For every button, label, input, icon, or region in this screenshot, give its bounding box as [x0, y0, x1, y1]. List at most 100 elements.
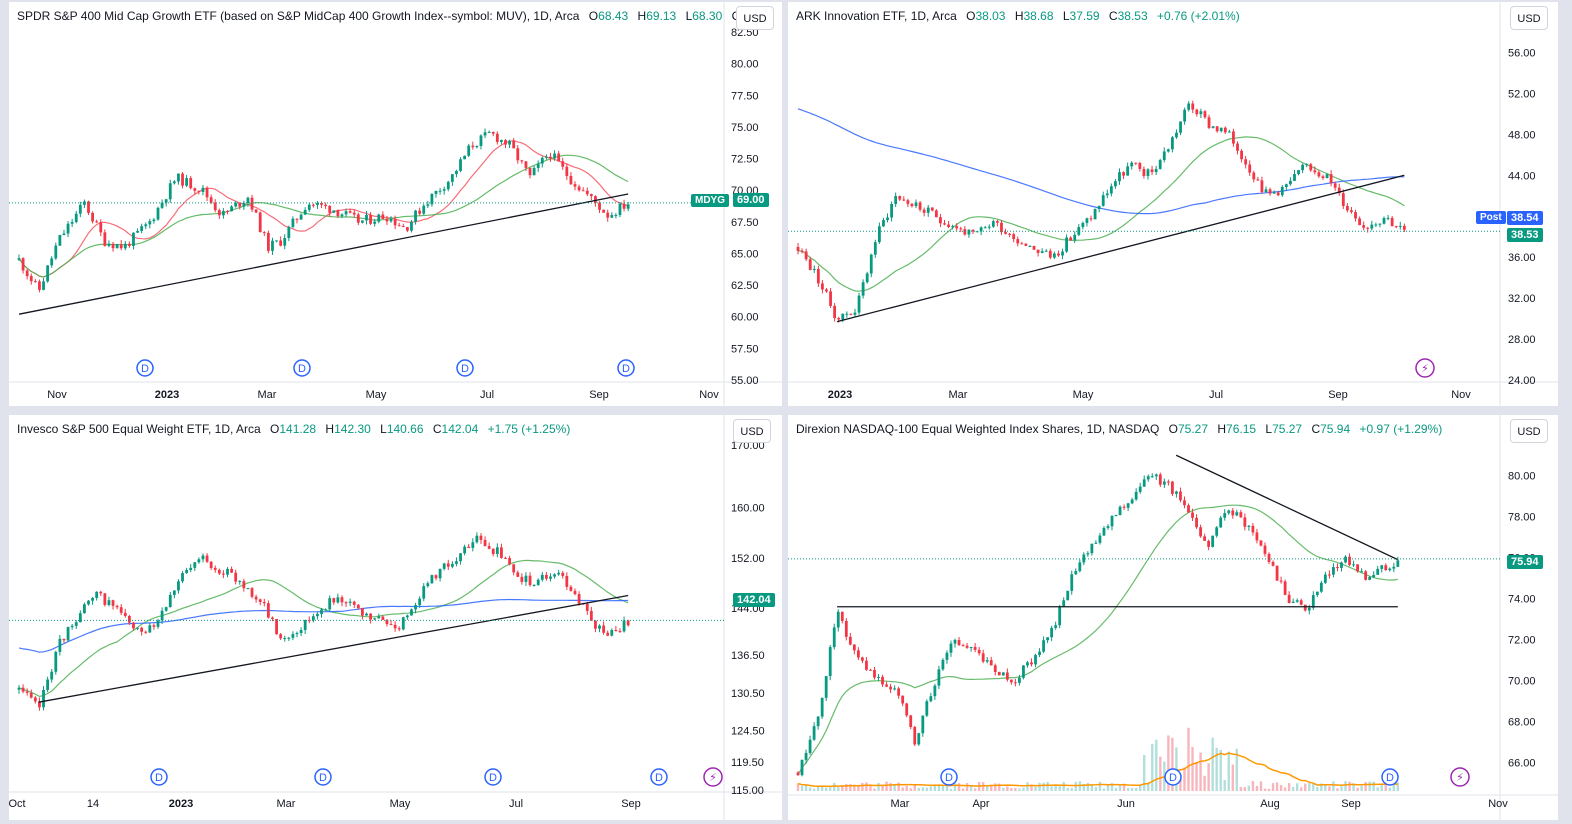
candle-body: [1162, 481, 1166, 485]
candle-body: [475, 535, 479, 543]
candle-body: [602, 209, 606, 213]
candle-body: [1105, 193, 1109, 196]
candle-body: [983, 227, 987, 229]
candle-body: [1126, 503, 1130, 508]
candle-body: [1340, 562, 1343, 568]
candle-body: [1264, 189, 1268, 193]
candle-body: [1276, 192, 1280, 196]
candle-body: [804, 752, 808, 760]
currency-button[interactable]: USD: [1510, 419, 1548, 443]
currency-button[interactable]: USD: [733, 419, 771, 443]
moving-average-line: [18, 559, 629, 698]
candle-body: [242, 581, 246, 589]
volume-bar: [1215, 747, 1218, 791]
candle-body: [1398, 225, 1402, 227]
candle-body: [532, 167, 536, 176]
candle-body: [953, 639, 957, 644]
candle-body: [1396, 560, 1400, 567]
candle-body: [1275, 565, 1279, 581]
chart-arkk[interactable]: 24.0028.0032.0036.0040.0044.0048.0052.00…: [788, 2, 1558, 406]
candle-body: [1170, 137, 1174, 150]
volume-bar: [1239, 787, 1243, 791]
chart-mdyg[interactable]: 55.0057.5060.0062.5065.0067.5070.0072.50…: [9, 2, 782, 406]
chart-panel-mdyg[interactable]: 55.00 57.50 60.00 62.50 65.00 67.50 70.00 72.50…: [9, 2, 782, 406]
y-tick-label: 136.50: [731, 650, 765, 662]
candle-body: [1235, 512, 1239, 516]
candle-body: [266, 603, 270, 618]
y-tick-label: 32.00: [1508, 293, 1536, 305]
candle-body: [164, 607, 168, 611]
chart-qqqe[interactable]: 66.0068.0070.0072.0074.0076.0078.0080.00…: [788, 415, 1558, 820]
candle-body: [1150, 476, 1154, 478]
post-badge: Post: [1476, 211, 1506, 224]
chart-rsp[interactable]: 115.00119.50124.50130.50136.50144.00152.…: [9, 415, 782, 820]
candle-body: [925, 701, 929, 716]
candle-body: [808, 259, 812, 271]
candle-body: [1028, 245, 1032, 247]
candle-body: [1069, 237, 1073, 241]
candle-body: [832, 627, 836, 648]
candle-body: [340, 597, 344, 603]
volume-bar: [1090, 785, 1094, 791]
candle-body: [1005, 672, 1009, 680]
volume-bar: [1316, 787, 1319, 791]
candle-body: [504, 557, 507, 559]
candle-body: [1094, 542, 1098, 544]
candle-body: [438, 190, 442, 192]
volume-bar: [1360, 785, 1363, 791]
candle-body: [979, 227, 983, 232]
chart-panel-arkk[interactable]: 24.0028.0032.0036.0040.0044.0048.0052.00…: [788, 2, 1558, 406]
volume-bar: [804, 785, 808, 791]
currency-button[interactable]: USD: [736, 6, 774, 30]
chart-panel-qqqe[interactable]: 66.0068.0070.0072.0074.0076.0078.0080.00…: [788, 415, 1558, 820]
candle-body: [1390, 217, 1394, 227]
x-tick-label: 2023: [169, 798, 193, 810]
volume-bar: [889, 783, 892, 791]
volume-bar: [994, 783, 997, 791]
candle-body: [475, 145, 479, 148]
candle-body: [70, 222, 74, 224]
volume-average-line: [797, 752, 1398, 788]
candle-body: [442, 563, 446, 569]
candle-body: [1013, 682, 1017, 684]
candle-body: [1348, 556, 1351, 565]
candle-body: [1329, 174, 1333, 184]
candle-body: [1251, 525, 1255, 533]
instrument-title: Direxion NASDAQ-100 Equal Weighted Index…: [796, 422, 1160, 436]
candle-body: [222, 573, 225, 575]
candle-body: [230, 206, 233, 212]
candle-body: [1130, 162, 1134, 167]
candle-body: [1333, 183, 1337, 188]
y-tick-label: 28.00: [1508, 334, 1536, 346]
candle-body: [1044, 250, 1048, 252]
dividend-marker-label: D: [489, 772, 497, 784]
candle-body: [426, 583, 430, 587]
candle-body: [1012, 234, 1016, 240]
candle-body: [193, 188, 197, 191]
x-tick-label: Jul: [509, 798, 523, 810]
y-tick-label: 75.00: [731, 122, 759, 134]
candle-body: [426, 204, 430, 206]
x-tick-label: Jul: [1209, 389, 1223, 401]
candle-body: [1020, 243, 1024, 245]
volume-bar: [1372, 781, 1375, 791]
volume-bar: [857, 785, 860, 791]
candle-body: [1219, 517, 1223, 528]
candle-body: [1207, 117, 1211, 128]
dividend-marker: [1381, 768, 1399, 786]
candle-body: [524, 161, 528, 168]
candle-body: [258, 212, 262, 233]
candle-body: [1368, 577, 1372, 580]
volume-bar: [796, 783, 800, 791]
event-marker-icon: ⚡: [1456, 771, 1464, 784]
volume-bar: [1046, 782, 1049, 791]
currency-button[interactable]: USD: [1510, 6, 1548, 30]
candle-body: [1134, 162, 1138, 164]
candle-body: [1052, 253, 1056, 258]
candle-body: [889, 686, 892, 690]
moving-average-line: [797, 504, 1398, 776]
volume-bar: [905, 786, 908, 791]
candle-body: [344, 211, 348, 215]
chart-panel-rsp[interactable]: 115.00 119.50 124.50 130.50 136.50 144.00 152.…: [9, 415, 782, 820]
candle-body: [821, 283, 824, 290]
